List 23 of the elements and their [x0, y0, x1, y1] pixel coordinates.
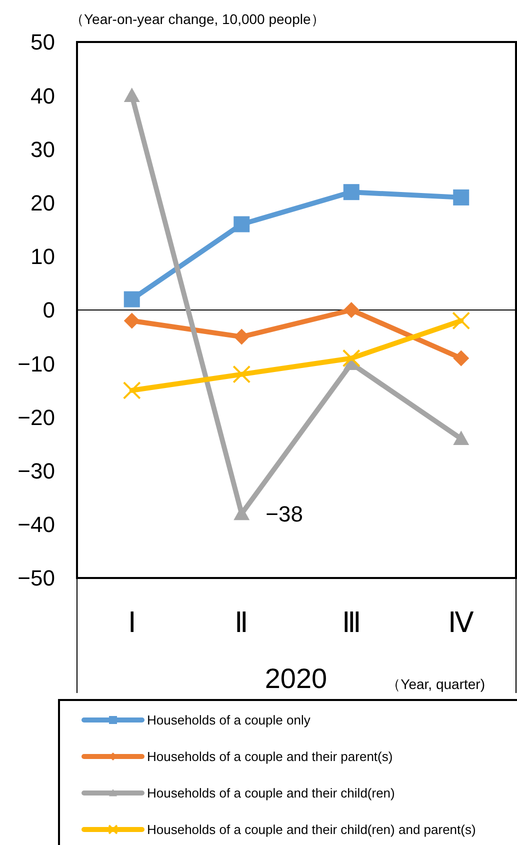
y-axis-title: （Year-on-year change, 10,000 people） — [70, 11, 325, 27]
x-axis-title: 2020 — [264, 663, 328, 694]
y-tick-label: 30 — [30, 136, 55, 162]
y-tick-label: −40 — [18, 512, 55, 538]
y-tick-label: 50 — [30, 30, 55, 55]
y-tick-label: −50 — [18, 566, 55, 591]
legend-label: Households of a couple and their parent(s) — [147, 749, 393, 764]
text: （Year, quarter) — [386, 676, 485, 692]
x-tick-label: Ⅰ — [128, 608, 136, 639]
y-tick-label: −30 — [18, 458, 55, 484]
x-tick-label: Ⅳ — [448, 608, 474, 639]
x-tick-label: Ⅲ — [342, 608, 361, 639]
legend-label: Households of a couple and their child(ren) and parent(s) — [147, 822, 476, 838]
annotation: −38 — [266, 501, 303, 526]
x-tick-label: Ⅱ — [234, 608, 249, 639]
y-tick-label: −10 — [18, 351, 55, 376]
y-tick-label: 40 — [30, 83, 55, 108]
y-tick-label: −20 — [18, 404, 55, 430]
y-tick-label: 10 — [30, 244, 55, 270]
y-tick-label: 20 — [30, 190, 55, 216]
legend-label: Households of a couple and their child(ren) — [147, 786, 395, 801]
legend-label: Households of a couple only — [147, 712, 311, 728]
y-tick-label: 0 — [42, 298, 55, 323]
